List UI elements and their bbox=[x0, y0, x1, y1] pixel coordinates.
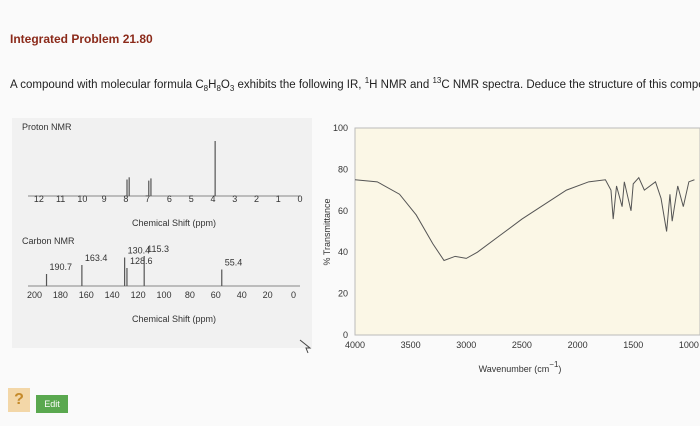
panel-label: Proton NMR bbox=[22, 122, 72, 132]
nmr-panel bbox=[12, 118, 312, 348]
cursor bbox=[299, 339, 312, 354]
panel-label: Carbon NMR bbox=[22, 236, 75, 246]
x-tick-label: 120 bbox=[131, 290, 146, 300]
x-tick-label: 40 bbox=[237, 290, 247, 300]
x-tick-label: 3000 bbox=[456, 340, 476, 350]
x-tick-label: 2 bbox=[254, 194, 259, 204]
peak-label: 163.4 bbox=[85, 253, 108, 263]
x-tick-label: 180 bbox=[53, 290, 68, 300]
x-tick-label: 80 bbox=[185, 290, 195, 300]
problem-statement: A compound with molecular formula C8H8O3… bbox=[10, 76, 700, 93]
x-tick-label: 200 bbox=[27, 290, 42, 300]
text: A compound with molecular formula C bbox=[10, 78, 204, 91]
x-tick-label: 60 bbox=[211, 290, 221, 300]
x-tick-label: 9 bbox=[102, 194, 107, 204]
y-axis-label: % Transmittance bbox=[322, 198, 332, 265]
x-tick-label: 3 bbox=[232, 194, 237, 204]
x-tick-label: 1500 bbox=[623, 340, 643, 350]
x-tick-label: 1 bbox=[276, 194, 281, 204]
x-axis-label-part: Wavenumber (cm bbox=[479, 364, 550, 374]
x-tick-label: 8 bbox=[123, 194, 128, 204]
x-tick-label: 0 bbox=[297, 194, 302, 204]
x-tick-label: 4 bbox=[210, 194, 215, 204]
x-tick-label: 2000 bbox=[568, 340, 588, 350]
peak-label: 130.4 bbox=[128, 246, 151, 256]
x-tick-label: 5 bbox=[189, 194, 194, 204]
y-tick-label: 60 bbox=[338, 206, 348, 216]
text: O bbox=[220, 78, 230, 91]
text: 8 bbox=[203, 84, 209, 94]
peak-label: 190.7 bbox=[50, 262, 73, 272]
x-tick-label: 11 bbox=[56, 194, 65, 204]
y-tick-label: 100 bbox=[333, 123, 348, 133]
text: exhibits the following IR, bbox=[234, 78, 365, 91]
x-axis-label-sup: −1 bbox=[549, 360, 559, 369]
problem-title: Integrated Problem 21.80 bbox=[10, 32, 153, 46]
text: H NMR and bbox=[369, 78, 433, 91]
help-icon[interactable]: ? bbox=[8, 388, 30, 412]
x-tick-label: 4000 bbox=[345, 340, 365, 350]
text: C NMR spectra. Deduce the structure of t… bbox=[441, 78, 700, 91]
x-tick-label: 6 bbox=[167, 194, 172, 204]
x-tick-label: 12 bbox=[34, 194, 44, 204]
peak-label: 55.4 bbox=[225, 258, 243, 268]
x-tick-label: 10 bbox=[77, 194, 87, 204]
text: 1 bbox=[364, 76, 370, 85]
x-axis-label-part: ) bbox=[558, 364, 561, 374]
peak-label: 128.6 bbox=[130, 256, 153, 266]
text: 13 bbox=[432, 76, 442, 85]
edit-button[interactable]: Edit bbox=[36, 395, 68, 413]
y-tick-label: 40 bbox=[338, 247, 348, 257]
y-tick-label: 80 bbox=[338, 164, 348, 174]
x-axis-label: Chemical Shift (ppm) bbox=[132, 218, 216, 228]
x-tick-label: 160 bbox=[79, 290, 94, 300]
x-tick-label: 100 bbox=[156, 290, 171, 300]
x-tick-label: 7 bbox=[145, 194, 150, 204]
x-axis-label: Wavenumber (cm−1) bbox=[479, 360, 562, 374]
x-tick-label: 20 bbox=[263, 290, 273, 300]
x-tick-label: 140 bbox=[105, 290, 120, 300]
y-tick-label: 20 bbox=[338, 289, 348, 299]
text: H bbox=[208, 78, 217, 91]
x-axis-label: Chemical Shift (ppm) bbox=[132, 314, 216, 324]
ir-spectrum bbox=[354, 176, 695, 262]
x-tick-label: 0 bbox=[291, 290, 296, 300]
text: 8 bbox=[216, 84, 221, 94]
peak-label: 115.3 bbox=[147, 244, 169, 254]
ir-plot-area bbox=[354, 127, 700, 336]
x-tick-label: 3500 bbox=[401, 340, 421, 350]
y-tick-label: 0 bbox=[343, 330, 348, 340]
x-tick-label: 2500 bbox=[512, 340, 532, 350]
x-tick-label: 1000 bbox=[679, 340, 699, 350]
text: 3 bbox=[229, 84, 235, 94]
